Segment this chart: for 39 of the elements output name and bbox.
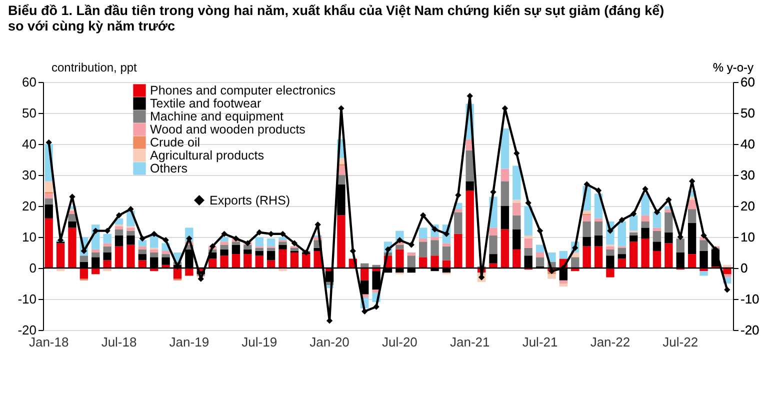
y-tick-label: -10: [18, 292, 36, 306]
y-tick-label: 50: [22, 106, 36, 120]
y-tick-label: 10: [22, 230, 36, 244]
x-tick-label: Jan-19: [169, 334, 210, 350]
x-tick-label: Jul-19: [242, 334, 278, 350]
y2-tick-label: 30: [740, 168, 755, 182]
x-tick-label: Jan-18: [28, 334, 69, 350]
legend-label: Agricultural products: [150, 148, 264, 162]
x-tick-label: Jan-22: [590, 334, 630, 350]
chart-title: Biểu đồ 1. Lần đầu tiên trong vòng hai năm, xuất khẩu của Việt Nam chứng kiến sự sụt giảm (đáng kể) so với cùng kỳ năm trước: [8, 3, 664, 34]
y2-tick-label: 20: [740, 198, 755, 214]
legend-label: Machine and equipment: [150, 110, 284, 124]
x-tick-label: Jan-20: [310, 334, 350, 350]
y-tick-label: 60: [22, 74, 36, 90]
legend-label: Phones and computer electronics: [150, 84, 336, 98]
x-tick-label: Jul-20: [382, 334, 418, 350]
x-tick-label: Jul-21: [522, 334, 558, 350]
y-axis-title: contribution, ppt: [52, 60, 138, 74]
legend-label: Others: [150, 162, 188, 176]
legend-label: Textile and footwear: [150, 96, 262, 110]
legend-label: Wood and wooden products: [150, 122, 306, 136]
x-tick-label: Jul-18: [101, 334, 137, 350]
y-tick-label: 20: [22, 198, 36, 214]
y-tick-label: 40: [22, 136, 36, 152]
y-tick-label: 30: [22, 168, 36, 182]
x-tick-label: Jul-22: [662, 334, 698, 350]
y2-axis-title: % y-o-y: [712, 60, 754, 74]
y2-tick-label: 0: [740, 260, 748, 276]
legend-label: Crude oil: [150, 136, 200, 150]
legend-label: Exports (RHS): [210, 193, 290, 208]
y2-tick-label: -10: [740, 292, 760, 306]
y2-tick-label: 40: [740, 136, 755, 152]
y2-tick-label: 50: [740, 106, 755, 120]
y-tick-label: 0: [29, 260, 36, 276]
y-tick-label: -20: [18, 322, 36, 338]
y2-tick-label: -20: [740, 322, 760, 338]
y2-tick-label: 60: [740, 74, 755, 90]
y2-tick-label: 10: [740, 230, 755, 244]
x-tick-label: Jan-21: [450, 334, 490, 350]
